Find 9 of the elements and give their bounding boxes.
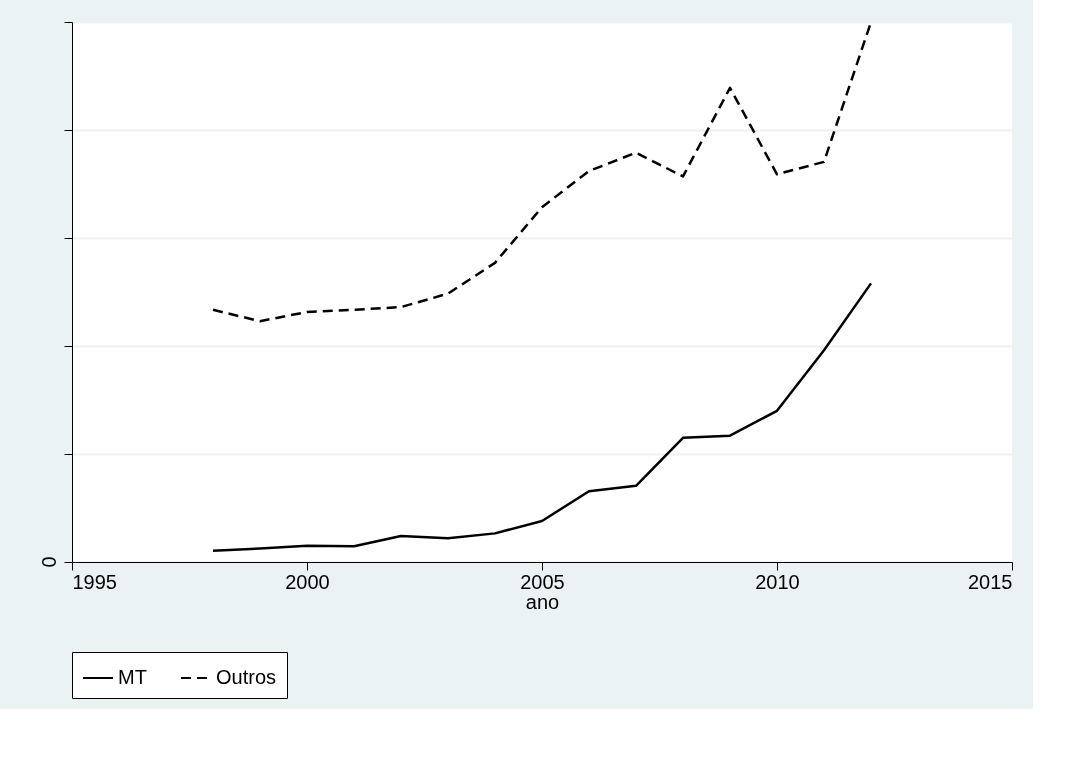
x-tick-label: 2010	[755, 570, 800, 593]
x-tick-label: 2015	[968, 570, 1013, 593]
x-tick-label: 2005	[520, 570, 565, 593]
x-tick-label: 2000	[285, 570, 330, 593]
x-axis-title: ano	[525, 590, 560, 613]
x-tick-label: 1995	[72, 570, 117, 593]
legend-label: MT	[118, 666, 147, 688]
text: 0	[38, 556, 60, 568]
legend-label: Outros	[216, 666, 277, 688]
